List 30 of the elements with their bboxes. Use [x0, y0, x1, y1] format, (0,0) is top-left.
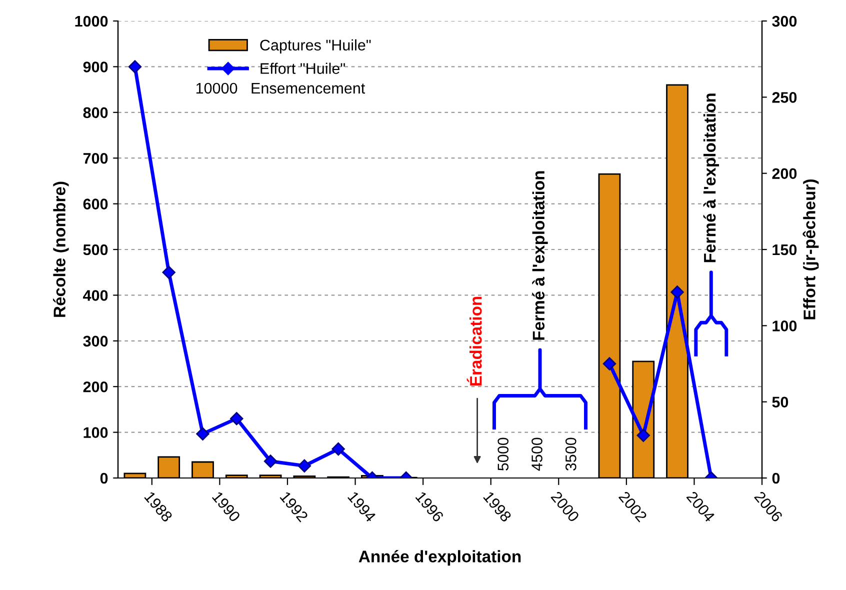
- y2-tick-label: 150: [772, 244, 797, 256]
- y-tick-label: 0: [100, 472, 108, 484]
- y-axis-title: Récolte (nombre): [53, 182, 69, 317]
- y2-tick-label: 250: [772, 92, 797, 103]
- legend-label: Captures "Huile": [260, 39, 371, 54]
- y-tick-label: 100: [84, 427, 108, 438]
- y-tick-label: 500: [83, 244, 108, 256]
- y2-axis-title: Effort (jr-pêcheur): [802, 179, 819, 320]
- y-tick-label: 200: [83, 381, 108, 392]
- y2-tick-label: 0: [772, 472, 780, 484]
- annotation: 5000: [498, 438, 508, 471]
- y2-tick-label: 100: [772, 320, 797, 332]
- y-tick-label: 400: [83, 290, 108, 301]
- y-tick-label: 800: [83, 107, 108, 118]
- annotation: 10000 Ensemencement: [196, 82, 366, 94]
- y-tick-label: 600: [83, 198, 108, 210]
- annotation: 4500: [532, 438, 542, 471]
- y2-tick-label: 300: [772, 16, 797, 27]
- legend-label: Effort "Huile": [260, 62, 345, 74]
- annotation: Fermé à l'exploitation: [703, 94, 719, 262]
- annotation: 3500: [565, 438, 576, 471]
- annotation: Éradication: [466, 296, 482, 386]
- y2-tick-label: 200: [772, 168, 797, 180]
- y2-tick-label: 50: [772, 396, 788, 408]
- x-axis-title: Année d'exploitation: [358, 550, 521, 566]
- annotation: Fermé à l'exploitation: [532, 171, 548, 340]
- y-tick-label: 300: [83, 336, 108, 347]
- y-tick-label: 700: [83, 152, 108, 164]
- y-tick-label: 900: [83, 62, 108, 72]
- y-tick-label: 1000: [75, 16, 108, 27]
